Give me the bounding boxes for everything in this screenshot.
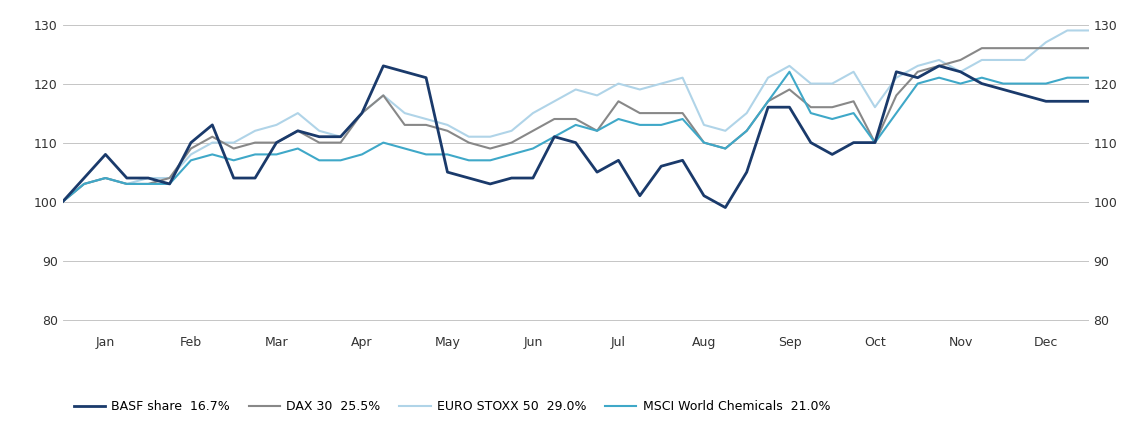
Legend: BASF share  16.7%, DAX 30  25.5%, EURO STOXX 50  29.0%, MSCI World Chemicals  21: BASF share 16.7%, DAX 30 25.5%, EURO STO… bbox=[68, 395, 836, 418]
